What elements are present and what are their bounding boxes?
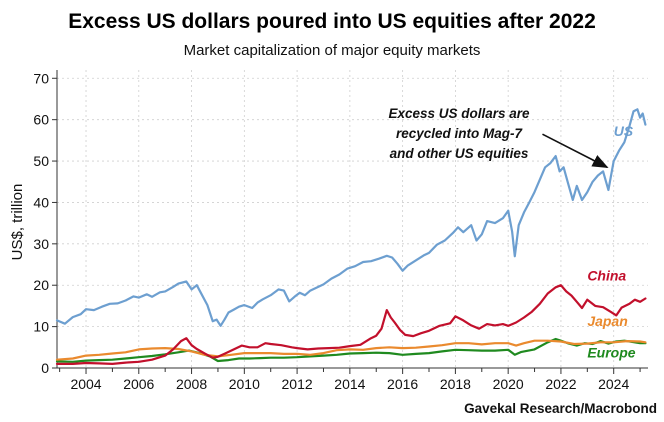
x-tick-label: 2008 (176, 376, 207, 392)
y-tick-label: 70 (33, 70, 49, 86)
chart-title: Excess US dollars poured into US equitie… (68, 10, 596, 33)
source-credit: Gavekal Research/Macrobond (464, 401, 657, 416)
gridlines (57, 70, 648, 368)
series-label-japan: Japan (587, 313, 627, 329)
series-label-china: China (587, 267, 626, 283)
y-tick-label: 50 (33, 153, 49, 169)
series-line-china (55, 284, 647, 365)
y-tick-label: 10 (33, 319, 49, 335)
series-line-us (55, 108, 647, 327)
annotation-text-line: recycled into Mag-7 (396, 126, 524, 141)
x-tick-label: 2014 (334, 376, 365, 392)
x-tick-label: 2020 (493, 376, 524, 392)
axes: 0 10 20 30 40 50 60 70 2004 2006 2008 2010 2012 2014 2… (33, 70, 648, 392)
series-line-japan (55, 339, 647, 361)
series-label-europe: Europe (587, 345, 635, 361)
chart-subtitle: Market capitalization of major equity ma… (184, 42, 481, 59)
y-axis-label: US$, trillion (9, 184, 26, 261)
x-tick-label: 2018 (440, 376, 471, 392)
x-tick-label: 2024 (598, 376, 629, 392)
y-tick-label: 40 (33, 194, 49, 210)
annotation-text-line: Excess US dollars are (388, 106, 530, 121)
x-tick-label: 2010 (229, 376, 260, 392)
x-tick-label: 2022 (545, 376, 576, 392)
annotation-text-line: and other US equities (390, 146, 529, 161)
y-tick-label: 0 (41, 360, 49, 376)
annotation: Excess US dollars are recycled into Mag-7… (388, 106, 609, 168)
y-tick-label: 30 (33, 236, 49, 252)
series-label-us: US (614, 123, 634, 139)
series-labels: US China Japan Europe (587, 123, 635, 360)
x-tick-label: 2004 (70, 376, 101, 392)
x-tick-label: 2012 (282, 376, 313, 392)
x-tick-label: 2006 (123, 376, 154, 392)
y-tick-label: 60 (33, 112, 49, 128)
series-line-europe (55, 337, 647, 363)
series-lines (55, 108, 647, 365)
annotation-arrow (542, 133, 609, 168)
x-tick-label: 2016 (387, 376, 418, 392)
y-tick-label: 20 (33, 277, 49, 293)
